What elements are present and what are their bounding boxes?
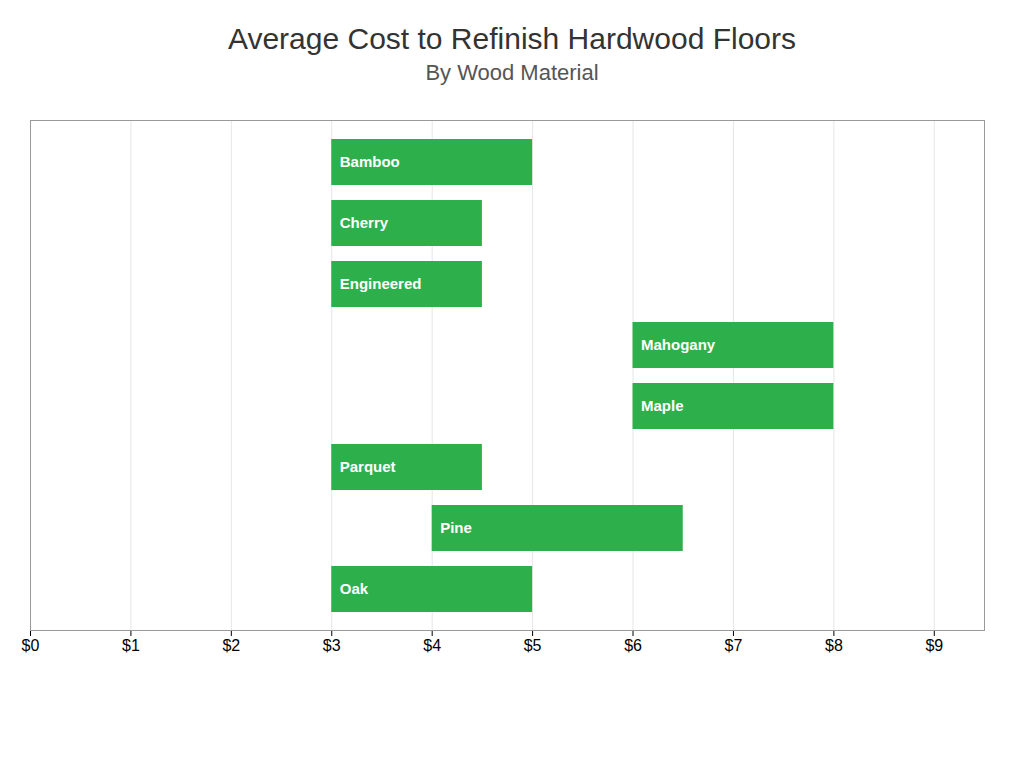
svg-text:Engineered: Engineered [340, 275, 422, 292]
svg-text:$8: $8 [825, 637, 843, 654]
svg-text:Maple: Maple [641, 397, 684, 414]
svg-text:Cherry: Cherry [340, 214, 389, 231]
svg-text:$3: $3 [323, 637, 341, 654]
svg-text:Parquet: Parquet [340, 458, 396, 475]
html-text:Average Cost to Refinish Hardw: Average Cost to Refinish Hardwood Floors [228, 22, 796, 55]
svg-text:Mahogany: Mahogany [641, 336, 716, 353]
svg-text:$6: $6 [624, 637, 642, 654]
html-text:By Wood Material: By Wood Material [425, 60, 599, 85]
svg-text:$5: $5 [524, 637, 542, 654]
svg-text:$4: $4 [423, 637, 441, 654]
svg-text:$1: $1 [122, 637, 140, 654]
svg-text:$2: $2 [222, 637, 240, 654]
svg-text:Oak: Oak [340, 580, 369, 597]
svg-text:Bamboo: Bamboo [340, 153, 400, 170]
svg-text:$0: $0 [22, 637, 40, 654]
svg-text:$7: $7 [725, 637, 743, 654]
svg-text:$9: $9 [925, 637, 943, 654]
svg-text:Pine: Pine [440, 519, 472, 536]
